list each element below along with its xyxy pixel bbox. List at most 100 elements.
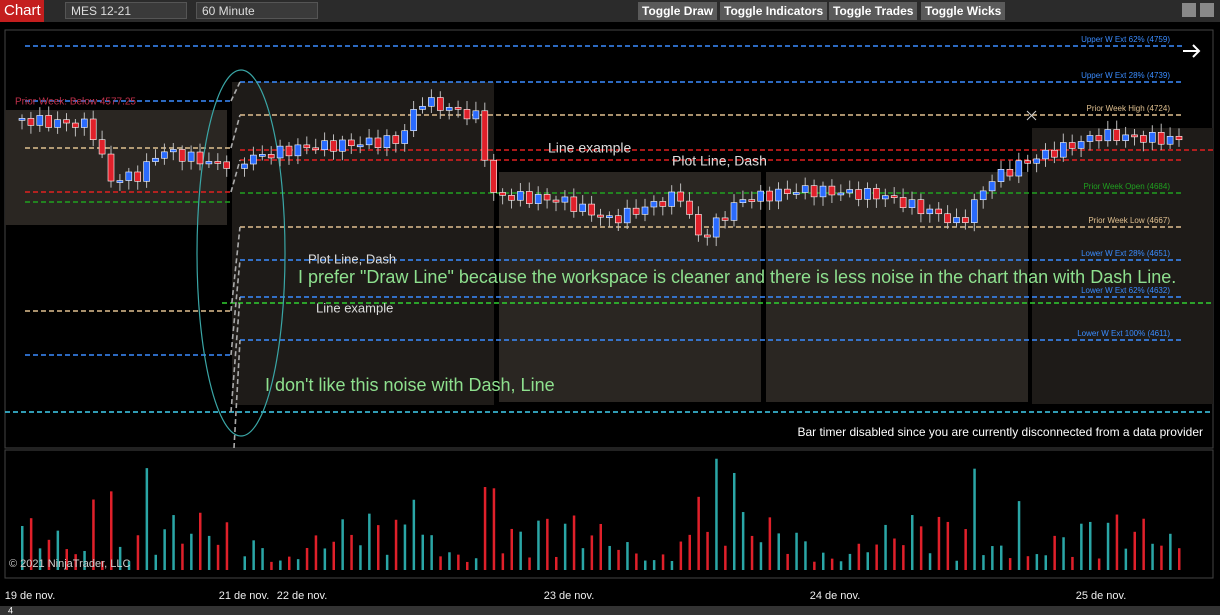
copyright: © 2021 NinjaTrader, LLC <box>9 558 130 570</box>
instrument-select[interactable]: MES 12-21 <box>65 2 187 19</box>
candle-body <box>1068 142 1076 149</box>
volume-bar <box>697 496 700 570</box>
level-label: Lower W Ext 28% (4651) <box>1081 249 1170 258</box>
candle-body <box>846 189 854 194</box>
volume-bar <box>1071 556 1074 570</box>
volume-bar <box>546 518 549 570</box>
candle-body <box>161 151 168 159</box>
app-tab[interactable]: Chart <box>0 0 44 22</box>
candle-body <box>588 203 595 216</box>
volume-bar <box>733 472 736 570</box>
window-button[interactable] <box>1200 3 1214 17</box>
status-message: Bar timer disabled since you are current… <box>797 425 1203 439</box>
volume-bar <box>377 525 380 570</box>
toggle-button[interactable]: Toggle Draw <box>638 2 718 20</box>
volume-bar <box>172 515 175 570</box>
volume-bar <box>403 524 407 570</box>
x-axis-label: 21 de nov. <box>219 590 270 602</box>
volume-bar <box>1062 537 1065 570</box>
volume-bar <box>839 561 843 570</box>
level-label: Upper W Ext 28% (4739) <box>1081 71 1170 80</box>
volume-bar <box>1044 555 1047 570</box>
candle-body <box>383 135 391 148</box>
candle-body <box>908 199 916 208</box>
volume-bar <box>644 560 647 570</box>
candle-body <box>303 144 311 149</box>
candle-body <box>623 207 631 224</box>
candle-body <box>419 105 426 110</box>
candle-body <box>988 181 996 192</box>
toggle-button[interactable]: Toggle Indicators <box>720 2 828 20</box>
candle-body <box>107 153 115 182</box>
candle-body <box>454 107 462 110</box>
candle-body <box>979 190 987 201</box>
volume-bar <box>1089 521 1092 570</box>
volume-bar <box>163 529 166 570</box>
volume-bar <box>38 548 42 570</box>
volume-bar <box>207 535 211 570</box>
volume-bar <box>1080 523 1083 570</box>
volume-bar <box>519 531 522 570</box>
annotation: Plot Line, Dash <box>672 153 767 169</box>
candle-body <box>63 119 70 124</box>
volume-bar <box>341 519 344 570</box>
candle-body <box>89 118 97 140</box>
candle-body <box>241 163 248 169</box>
x-axis-label: 23 de nov. <box>544 590 595 602</box>
x-axis-label: 25 de nov. <box>1076 590 1127 602</box>
volume-bar <box>225 522 229 570</box>
candle-body <box>686 200 693 215</box>
candle-body <box>543 194 551 201</box>
candle-body <box>285 145 293 157</box>
level-label: Lower W Ext 100% (4611) <box>1077 329 1170 338</box>
window-button[interactable] <box>1182 3 1196 17</box>
volume-bar <box>768 517 772 570</box>
volume-bar <box>537 520 540 570</box>
session-box <box>766 172 1028 402</box>
volume-bar <box>1097 558 1101 570</box>
toggle-button[interactable]: Toggle Trades <box>829 2 918 20</box>
toggle-button[interactable]: Toggle Wicks <box>921 2 1006 20</box>
candle-body <box>775 188 782 202</box>
volume-bar <box>243 556 246 570</box>
volume-bar <box>1053 535 1056 570</box>
candle-body <box>1033 158 1040 164</box>
volume-bar <box>279 560 282 570</box>
volume-bar <box>474 558 478 570</box>
volume-bar <box>911 515 914 570</box>
arrow-icon[interactable] <box>1183 44 1201 58</box>
volume-bar <box>946 521 950 570</box>
candle-body <box>810 185 818 198</box>
volume-bar <box>350 534 353 570</box>
volume-bar <box>1017 501 1021 570</box>
volume-bar <box>848 553 852 570</box>
candle-body <box>1104 129 1112 142</box>
candle-body <box>881 195 889 200</box>
volume-bar <box>430 535 433 570</box>
x-axis-label: 19 de nov. <box>5 590 56 602</box>
volume-bar <box>483 487 487 570</box>
candle-body <box>356 144 364 148</box>
volume-bar <box>181 543 184 570</box>
annotation: I prefer "Draw Line" because the workspa… <box>298 267 1176 287</box>
candle-body <box>205 161 213 165</box>
candle-body <box>1149 132 1156 143</box>
candle-body <box>152 157 159 162</box>
volume-bar <box>741 512 745 570</box>
volume-bar <box>875 544 878 570</box>
candle-body <box>481 110 489 161</box>
candle-body <box>1006 169 1014 177</box>
candle-body <box>650 201 658 208</box>
candle-body <box>597 214 604 218</box>
volume-bar <box>1160 545 1163 570</box>
candle-body <box>730 202 738 221</box>
session-box <box>1032 128 1213 404</box>
interval-select[interactable]: 60 Minute <box>196 2 318 19</box>
candle-body <box>1122 134 1129 141</box>
volume-bar <box>199 512 202 570</box>
candle-body <box>294 144 302 157</box>
candle-body <box>677 191 684 202</box>
candle-body <box>579 203 587 212</box>
candle-body <box>962 217 969 223</box>
candle-body <box>312 147 320 151</box>
